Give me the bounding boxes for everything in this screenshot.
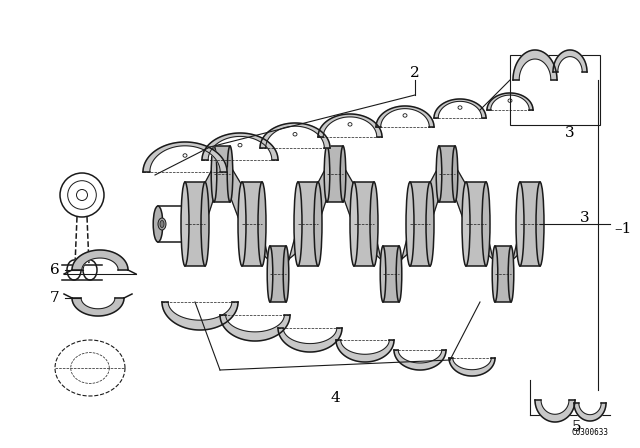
Polygon shape xyxy=(361,207,423,285)
Text: 6: 6 xyxy=(50,263,60,277)
Bar xyxy=(383,246,399,302)
Text: 7: 7 xyxy=(50,291,60,305)
Bar xyxy=(466,182,486,266)
Ellipse shape xyxy=(370,182,378,266)
Bar xyxy=(270,246,286,302)
Ellipse shape xyxy=(426,182,434,266)
Ellipse shape xyxy=(294,182,302,266)
Ellipse shape xyxy=(406,182,414,266)
Bar xyxy=(510,55,600,125)
Ellipse shape xyxy=(283,246,289,302)
Ellipse shape xyxy=(396,246,402,302)
Polygon shape xyxy=(336,340,394,362)
Ellipse shape xyxy=(340,146,346,202)
Bar xyxy=(410,182,430,266)
Polygon shape xyxy=(449,358,495,376)
Bar xyxy=(520,182,540,266)
Text: 3: 3 xyxy=(580,211,589,225)
Ellipse shape xyxy=(238,182,246,266)
Text: 5: 5 xyxy=(572,420,582,434)
Bar xyxy=(298,182,318,266)
Ellipse shape xyxy=(508,246,514,302)
Ellipse shape xyxy=(452,146,458,202)
Polygon shape xyxy=(417,163,479,241)
Polygon shape xyxy=(553,50,587,72)
Text: 4: 4 xyxy=(330,391,340,405)
Ellipse shape xyxy=(380,246,386,302)
Bar xyxy=(242,182,262,266)
Polygon shape xyxy=(305,163,367,241)
Ellipse shape xyxy=(181,182,189,266)
Polygon shape xyxy=(535,400,575,422)
Polygon shape xyxy=(220,315,290,341)
Bar xyxy=(214,146,230,202)
Polygon shape xyxy=(72,298,124,316)
Bar xyxy=(185,182,205,266)
Ellipse shape xyxy=(462,182,470,266)
Bar xyxy=(439,146,455,202)
Ellipse shape xyxy=(158,218,166,230)
Text: 2: 2 xyxy=(410,66,420,80)
Polygon shape xyxy=(249,207,311,285)
Polygon shape xyxy=(202,133,278,160)
Polygon shape xyxy=(394,350,446,370)
Ellipse shape xyxy=(258,182,266,266)
Ellipse shape xyxy=(160,220,164,228)
Bar xyxy=(327,146,343,202)
Text: C0300633: C0300633 xyxy=(572,427,609,436)
Polygon shape xyxy=(278,328,342,352)
Ellipse shape xyxy=(536,182,544,266)
Ellipse shape xyxy=(350,182,358,266)
Ellipse shape xyxy=(436,146,442,202)
Bar xyxy=(495,246,511,302)
Polygon shape xyxy=(72,250,128,270)
Polygon shape xyxy=(487,93,533,110)
Ellipse shape xyxy=(153,206,163,242)
Bar xyxy=(354,182,374,266)
Ellipse shape xyxy=(324,146,330,202)
Ellipse shape xyxy=(227,146,233,202)
Polygon shape xyxy=(260,123,330,148)
Ellipse shape xyxy=(201,182,209,266)
Polygon shape xyxy=(162,302,238,330)
Ellipse shape xyxy=(211,146,217,202)
Polygon shape xyxy=(513,50,557,80)
Polygon shape xyxy=(318,114,382,137)
Polygon shape xyxy=(574,403,606,421)
Ellipse shape xyxy=(482,182,490,266)
Polygon shape xyxy=(434,99,486,118)
Polygon shape xyxy=(143,142,227,172)
Ellipse shape xyxy=(516,182,524,266)
Ellipse shape xyxy=(314,182,322,266)
Polygon shape xyxy=(376,106,434,127)
Polygon shape xyxy=(192,163,255,241)
Text: 3: 3 xyxy=(565,126,575,140)
Polygon shape xyxy=(473,207,533,285)
Ellipse shape xyxy=(492,246,498,302)
Ellipse shape xyxy=(268,246,273,302)
Text: –1: –1 xyxy=(614,222,632,236)
